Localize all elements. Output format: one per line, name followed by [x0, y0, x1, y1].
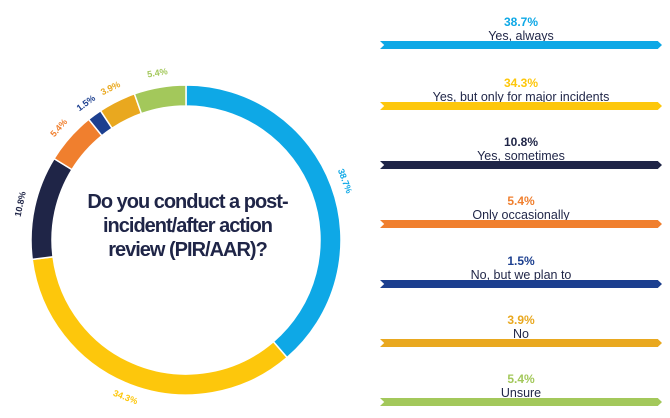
- legend-item: 5.4% Only occasionally: [380, 194, 662, 223]
- donut-chart: 38.7% 34.3% 10.8% 5.4% 1.5%3.9% 5.4%: [13, 66, 355, 407]
- legend-bar: [380, 161, 662, 169]
- legend-bar: [380, 280, 662, 288]
- data-label: 34.3%: [112, 388, 139, 407]
- legend-percent: 34.3%: [503, 76, 539, 90]
- legend-percent: 5.4%: [507, 194, 535, 208]
- legend-item: 34.3% Yes, but only for major incidents: [380, 76, 662, 105]
- legend-bar: [380, 220, 662, 228]
- legend-item: 38.7% Yes, always: [380, 15, 662, 44]
- legend-label: Yes, always: [488, 29, 554, 43]
- donut-segment: [31, 255, 289, 396]
- legend-label: No: [513, 327, 529, 341]
- data-label: 3.9%: [99, 79, 122, 97]
- legend-bar: [380, 398, 662, 406]
- donut-segment: [30, 157, 73, 261]
- data-label: 1.5%: [75, 93, 97, 113]
- legend-label: No, but we plan to: [470, 268, 572, 282]
- legend-item: 1.5% No, but we plan to: [380, 254, 662, 283]
- legend-percent: 3.9%: [507, 313, 535, 327]
- legend-label: Only occasionally: [472, 208, 570, 222]
- legend-item: 5.4% Unsure: [380, 372, 662, 401]
- legend-percent: 38.7%: [503, 15, 539, 29]
- legend-bar: [380, 41, 662, 49]
- data-label: 10.8%: [13, 191, 28, 218]
- legend-percent: 10.8%: [503, 135, 539, 149]
- legend-percent: 5.4%: [507, 372, 535, 386]
- legend-item: 3.9% No: [380, 313, 662, 342]
- chart-title: Do you conduct a post-incident/after act…: [87, 191, 288, 261]
- legend-percent: 1.5%: [507, 254, 535, 268]
- legend-item: 10.8% Yes, sometimes: [380, 135, 662, 164]
- data-label: 5.4%: [146, 66, 168, 79]
- legend-bar: [380, 102, 662, 110]
- data-label: 5.4%: [48, 117, 69, 139]
- legend-bar: [380, 339, 662, 347]
- legend-label: Yes, sometimes: [477, 149, 565, 163]
- legend-label: Yes, but only for major incidents: [432, 90, 610, 104]
- donut-segment: [133, 84, 187, 115]
- data-label: 38.7%: [336, 167, 354, 194]
- legend-label: Unsure: [500, 386, 542, 400]
